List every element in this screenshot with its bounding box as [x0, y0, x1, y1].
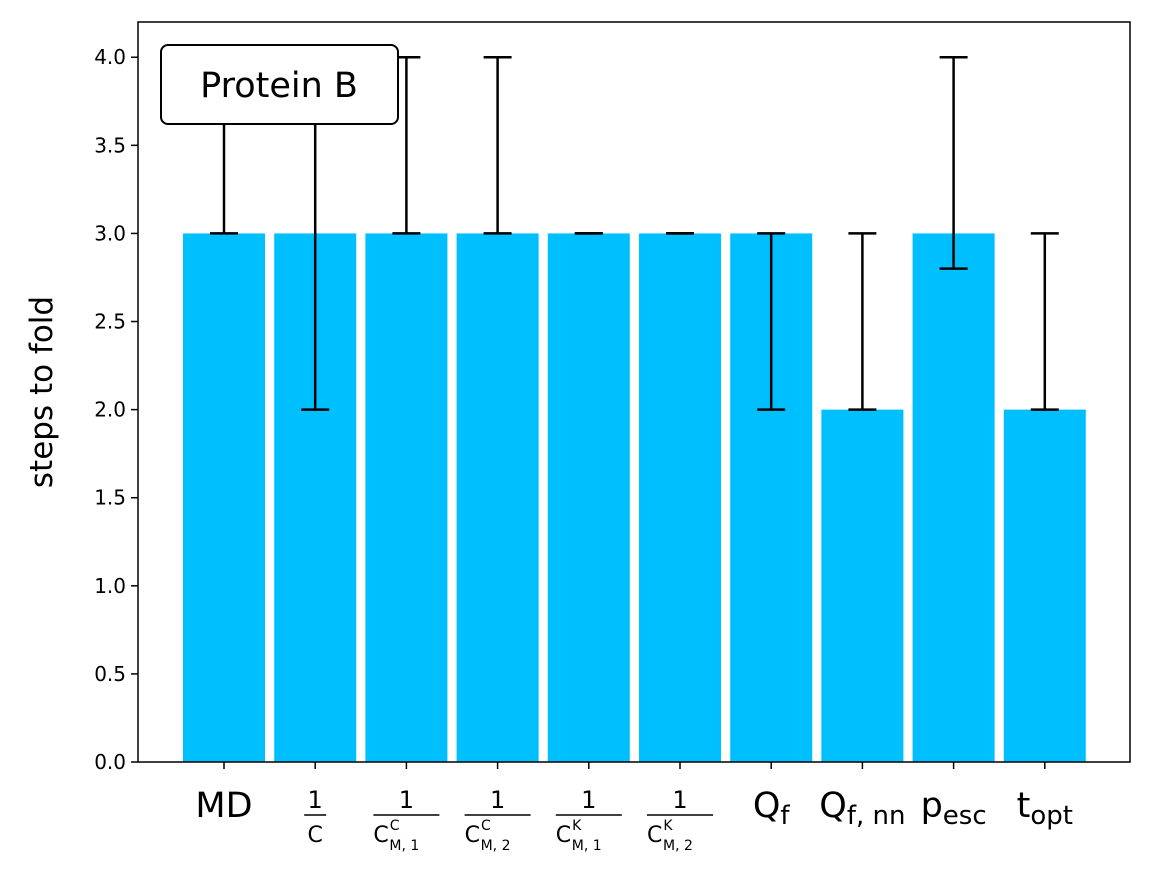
- y-tick-label: 2.5: [94, 310, 126, 334]
- bar: [1003, 409, 1086, 762]
- bar: [821, 409, 904, 762]
- x-tick-label-subscript: M, 1: [572, 838, 602, 854]
- x-tick-label-superscript: K: [572, 818, 582, 834]
- x-tick-label: 1CK M, 2: [647, 786, 713, 854]
- x-tick-label-base: C: [308, 823, 323, 848]
- error-bar: [939, 55, 968, 270]
- x-tick-label-subscript: esc: [943, 801, 987, 831]
- x-tick-label-subscript: opt: [1030, 801, 1073, 831]
- x-tick-label-base: t: [1017, 786, 1031, 826]
- x-tick-label-text: Qf, nn: [819, 786, 905, 831]
- x-tick-label-superscript: K: [663, 818, 673, 834]
- x-tick-label-numerator: 1: [308, 786, 323, 814]
- x-tick-label-subscript: M, 2: [481, 838, 511, 854]
- x-tick-label-denominator: CK M, 1: [556, 818, 602, 854]
- x-tick-label: Qf, nn: [819, 786, 905, 831]
- x-tick-label-base: Q: [753, 786, 781, 826]
- bar: [183, 233, 265, 762]
- x-tick-label: 1CC M, 2: [464, 786, 531, 854]
- annotation-box: Protein B: [160, 44, 399, 125]
- y-tick-label: 3.0: [94, 221, 126, 245]
- y-tick-label: 1.5: [94, 486, 126, 510]
- x-tick-label-text: Qf: [753, 786, 791, 831]
- x-tick-label-superscript: C: [481, 818, 491, 834]
- x-tick-label-subscript: M, 1: [389, 838, 419, 854]
- x-tick-label-denominator: CC M, 2: [465, 818, 511, 854]
- y-tick-label: 4.0: [94, 45, 126, 69]
- x-tick-label: pesc: [921, 786, 987, 831]
- error-bar: [1030, 232, 1059, 411]
- x-tick-label-base: MD: [195, 786, 252, 826]
- error-bar: [848, 232, 877, 411]
- x-tick-label-base: Q: [819, 786, 847, 826]
- y-tick-label: 0.5: [94, 662, 126, 686]
- bar: [365, 233, 448, 762]
- x-tick-label-numerator: 1: [490, 786, 505, 814]
- x-tick-label-text: pesc: [921, 786, 987, 831]
- x-tick-label-base: C: [556, 823, 571, 848]
- x-tick-label-denominator: CC M, 1: [373, 818, 419, 854]
- error-bar: [483, 55, 512, 235]
- y-tick-label: 2.0: [94, 398, 126, 422]
- error-bar: [757, 232, 786, 411]
- x-tick-label-denominator: C: [308, 823, 323, 848]
- x-tick-label-subscript: M, 2: [663, 838, 693, 854]
- y-tick-label: 1.0: [94, 574, 126, 598]
- x-tick-label-base: C: [647, 823, 662, 848]
- x-tick-label-base: C: [465, 823, 480, 848]
- x-tick-label-text: topt: [1017, 786, 1073, 831]
- x-tick-label: 1CK M, 1: [555, 786, 622, 854]
- x-tick-label-base: p: [921, 786, 943, 826]
- y-tick-label: 3.5: [94, 133, 126, 157]
- x-tick-label: topt: [1017, 786, 1073, 831]
- x-tick-label: 1C: [304, 786, 327, 848]
- x-tick-label-subscript: f: [780, 801, 790, 831]
- errorbars-layer: [210, 55, 1059, 411]
- x-tick-label: Qf: [753, 786, 791, 831]
- annotation-text: Protein B: [200, 66, 358, 106]
- x-tick-label-superscript: C: [390, 818, 400, 834]
- x-tick-label-base: C: [373, 823, 388, 848]
- bar: [912, 233, 995, 762]
- bar: [547, 233, 630, 762]
- y-axis-label: steps to fold: [24, 296, 60, 488]
- annotation-frame: [160, 44, 399, 125]
- x-tick-label-subscript: f, nn: [847, 801, 906, 831]
- x-tick-label-numerator: 1: [399, 786, 414, 814]
- y-tick-label: 0.0: [94, 750, 126, 774]
- axes-frame: [137, 21, 1131, 763]
- x-tick-label: 1CC M, 1: [373, 786, 440, 854]
- x-tick-label: MD: [195, 786, 252, 826]
- x-tick-label-text: MD: [195, 786, 252, 826]
- x-tick-label-numerator: 1: [581, 786, 596, 814]
- x-tick-label-denominator: CK M, 2: [647, 818, 693, 854]
- bar: [639, 233, 721, 762]
- x-tick-label-numerator: 1: [672, 786, 687, 814]
- y-axis-ticks: 0.0 0.5 1.0 1.5 2.0 2.5 3.0 3.5 4.0: [94, 45, 138, 774]
- bar: [456, 233, 539, 762]
- bars-layer: [183, 233, 1086, 762]
